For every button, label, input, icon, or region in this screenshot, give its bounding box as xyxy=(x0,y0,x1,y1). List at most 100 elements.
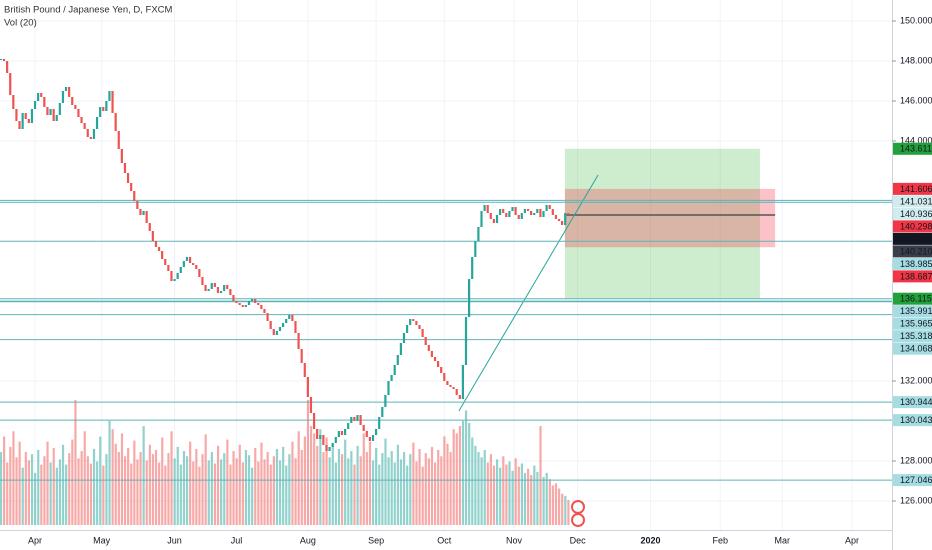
volume-bar xyxy=(340,454,344,525)
candle xyxy=(390,375,393,381)
volume-bar xyxy=(564,495,567,525)
candle xyxy=(281,323,285,327)
candle xyxy=(244,305,247,307)
candle xyxy=(443,373,446,381)
volume-bar xyxy=(133,440,136,525)
candle xyxy=(142,211,145,215)
volume-bar xyxy=(220,459,223,525)
volume-bar xyxy=(139,452,142,525)
volume-bar xyxy=(406,465,409,525)
candle xyxy=(223,285,226,291)
price-label: 141.606 xyxy=(900,184,932,194)
volume-bar xyxy=(359,456,362,525)
candle xyxy=(561,221,564,225)
volume-bar xyxy=(483,450,486,525)
candle xyxy=(126,173,130,183)
position-tool[interactable] xyxy=(458,148,776,412)
volume-bar xyxy=(344,439,347,525)
profit-zone[interactable] xyxy=(564,148,760,299)
volume-bar xyxy=(328,457,331,525)
volume-bar xyxy=(201,454,204,525)
candle xyxy=(514,207,517,215)
y-tick-label: 144.000 xyxy=(900,135,932,145)
candle xyxy=(334,437,337,443)
volume-bar xyxy=(390,451,393,525)
candle xyxy=(554,215,558,219)
candle xyxy=(520,213,523,219)
candle xyxy=(74,105,77,109)
volume-bar xyxy=(353,464,356,525)
candle xyxy=(229,289,232,295)
candle xyxy=(436,361,440,367)
candle xyxy=(548,205,551,209)
candle xyxy=(266,313,269,321)
price-label-bg xyxy=(893,305,932,318)
volume-bar xyxy=(371,460,375,525)
x-tick-label: Mar xyxy=(774,535,790,545)
volume-bar xyxy=(269,464,272,525)
candle xyxy=(340,431,344,435)
chart-icons[interactable] xyxy=(571,500,585,527)
candle xyxy=(182,261,185,267)
volume-bar xyxy=(198,466,201,525)
candle xyxy=(458,395,461,399)
candle xyxy=(195,265,198,269)
volume-bar xyxy=(393,462,396,525)
candle xyxy=(322,435,325,445)
price-label-bg xyxy=(893,330,932,343)
price-label-bg xyxy=(893,257,932,270)
y-tick-label: 148.000 xyxy=(900,55,932,65)
volume-bar xyxy=(247,455,251,525)
candle xyxy=(474,241,477,257)
candle xyxy=(80,117,83,123)
volume-bar xyxy=(387,457,390,525)
y-tick-label: 126.000 xyxy=(900,495,932,505)
candle xyxy=(495,215,499,223)
loss-zone[interactable] xyxy=(564,188,776,248)
candle xyxy=(294,321,297,333)
price-label: 140.210 xyxy=(900,246,932,256)
volume-bar xyxy=(365,452,368,525)
candle xyxy=(464,317,468,365)
candle xyxy=(102,107,105,111)
volume-bar xyxy=(536,471,539,525)
candle xyxy=(526,209,530,211)
price-label: 130.043 xyxy=(900,415,932,425)
volume-bar xyxy=(551,485,555,525)
candle xyxy=(440,367,443,373)
candle xyxy=(288,315,291,319)
volume-bar xyxy=(229,464,232,525)
volume-bar xyxy=(235,458,238,525)
candle xyxy=(309,397,313,413)
candle xyxy=(148,223,151,231)
price-label-bg xyxy=(893,245,932,258)
volume-bar xyxy=(120,433,124,525)
x-tick-label: 2020 xyxy=(640,535,660,545)
candle xyxy=(40,93,43,97)
volume-bar xyxy=(309,426,313,525)
indicator-label: Vol (20) xyxy=(4,18,37,29)
candle xyxy=(424,337,427,345)
candle xyxy=(164,259,167,265)
candle xyxy=(71,97,74,105)
volume-bar xyxy=(65,464,68,525)
volume-bar xyxy=(3,436,6,525)
x-tick-label: Jun xyxy=(167,535,182,545)
volume-bar xyxy=(86,456,89,525)
x-tick-label: Nov xyxy=(506,535,523,545)
volume-bar xyxy=(21,467,24,525)
volume-bar xyxy=(554,483,558,525)
volume-bar xyxy=(207,460,210,525)
volume-bar xyxy=(58,459,62,525)
volume-bar xyxy=(96,461,99,525)
volume-bar xyxy=(52,447,55,525)
candle xyxy=(285,319,288,323)
candle xyxy=(185,257,189,261)
candle xyxy=(139,209,142,215)
volume-bar xyxy=(520,463,524,525)
candle xyxy=(359,415,362,425)
event-icon[interactable] xyxy=(571,513,585,527)
volume-bar xyxy=(148,444,151,525)
volume-bar xyxy=(226,439,229,525)
